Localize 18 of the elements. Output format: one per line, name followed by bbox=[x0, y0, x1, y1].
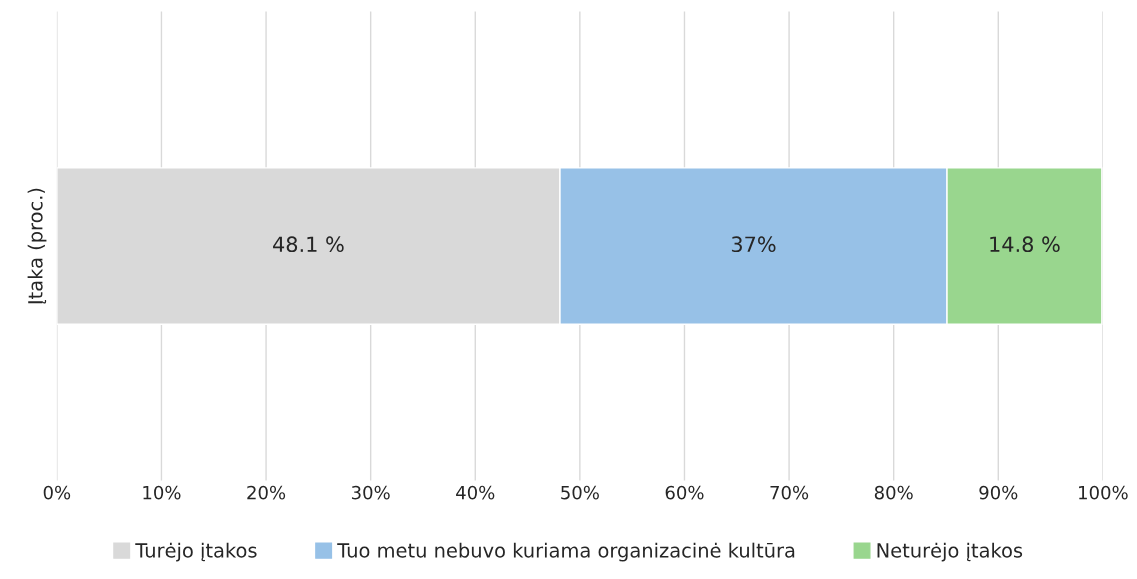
x-tick-label: 30% bbox=[351, 485, 390, 500]
data-label: 37% bbox=[731, 236, 776, 253]
x-tick-label: 90% bbox=[979, 485, 1018, 500]
data-label: 48.1 % bbox=[273, 236, 344, 253]
legend-label: Neturėjo įtakos bbox=[877, 542, 1023, 562]
x-tick-label: 40% bbox=[456, 485, 495, 500]
x-tick-label: 20% bbox=[247, 485, 286, 500]
x-tick-label: 50% bbox=[561, 485, 599, 500]
x-tick-label: 0% bbox=[43, 485, 71, 500]
data-label: 14.8 % bbox=[990, 236, 1060, 253]
x-tick-label: 10% bbox=[143, 485, 181, 500]
legend-label: Tuo metu nebuvo kuriama organizacinė kultūra bbox=[337, 542, 795, 562]
x-tick-label: 70% bbox=[770, 485, 809, 500]
legend-label: Turėjo įtakos bbox=[135, 542, 257, 562]
x-tick-label: 60% bbox=[665, 485, 704, 500]
y-axis-title: Įtaka (proc.) bbox=[27, 188, 47, 304]
x-tick-label: 100% bbox=[1079, 485, 1128, 500]
x-tick-label: 80% bbox=[874, 485, 913, 500]
